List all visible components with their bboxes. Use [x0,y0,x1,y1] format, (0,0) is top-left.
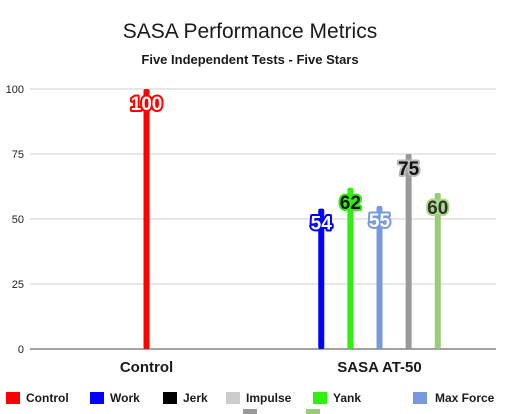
data-label: 54 [311,214,333,235]
bar [318,208,325,349]
data-label: 55 [369,211,391,232]
legend-label: Control [26,391,69,405]
y-tick-label: 100 [6,84,24,96]
legend-swatch [90,392,104,404]
legend-label: Max Force [435,391,495,405]
x-category-label: SASA AT-50 [337,359,421,376]
bar [376,206,383,349]
bar [405,154,412,349]
x-axis: Control SASA AT-50 [120,359,422,376]
data-label: 100 [131,94,163,115]
legend-label: Impulse [246,391,292,405]
legend-swatch [313,392,327,404]
legend-swatch [6,392,20,404]
legend: Control Work Jerk Impulse Yank Max Force [6,391,495,414]
data-label: 62 [340,193,361,214]
data-labels: 100 54 62 55 75 60 [129,92,451,237]
bar [347,187,354,349]
legend-label: Jerk [183,391,208,405]
legend-label: Yank [333,391,361,405]
legend-swatch [243,409,257,414]
legend-swatch [163,392,177,404]
chart-title: SASA Performance Metrics [123,20,377,43]
legend-swatch [413,392,427,404]
data-label: 60 [427,198,448,219]
legend-label: Work [110,391,140,405]
legend-swatch [306,409,320,414]
y-tick-label: 50 [12,214,24,226]
grid: 0 25 50 75 100 [6,84,496,356]
data-label: 75 [398,159,420,180]
x-category-label: Control [120,359,173,376]
bar [143,89,150,349]
y-tick-label: 0 [18,344,24,356]
y-tick-label: 25 [12,279,24,291]
legend-swatch [226,392,240,404]
y-tick-label: 75 [12,149,24,161]
bars [143,89,441,349]
bar [434,193,441,349]
chart-subtitle: Five Independent Tests - Five Stars [141,52,358,67]
